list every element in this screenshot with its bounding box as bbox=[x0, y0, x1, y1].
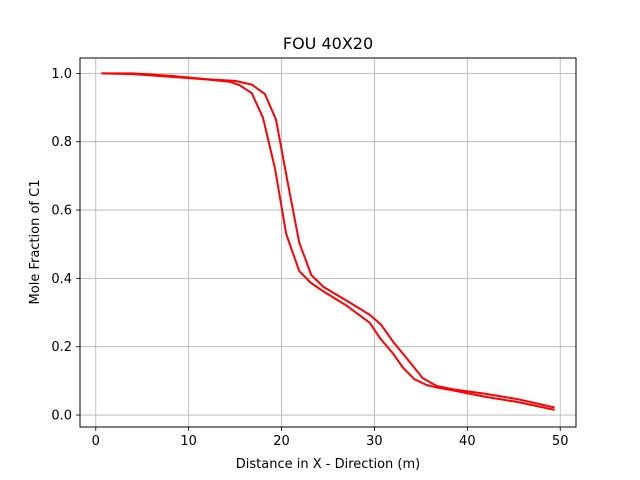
x-tick-label: 50 bbox=[552, 434, 569, 449]
ticks: 0 10 20 30 40 50 0.0 0.2 0.4 0.6 0.8 1.0 bbox=[51, 67, 568, 449]
y-tick-label: 0.8 bbox=[51, 135, 72, 150]
y-tick-label: 1.0 bbox=[51, 67, 72, 82]
x-tick-label: 40 bbox=[459, 434, 476, 449]
series-layer bbox=[101, 72, 555, 411]
y-tick-label: 0.0 bbox=[51, 409, 72, 424]
x-tick-label: 0 bbox=[92, 434, 100, 449]
series-line-1 bbox=[101, 72, 555, 409]
y-tick-label: 0.4 bbox=[51, 272, 72, 287]
y-tick-label: 0.2 bbox=[51, 340, 72, 355]
x-tick-label: 10 bbox=[180, 434, 197, 449]
plot-frame bbox=[79, 57, 577, 428]
y-tick-label: 0.6 bbox=[51, 204, 72, 219]
x-axis-label: Distance in X - Direction (m) bbox=[236, 457, 421, 472]
x-tick-label: 20 bbox=[273, 434, 290, 449]
x-tick-label: 30 bbox=[366, 434, 383, 449]
chart-title: FOU 40X20 bbox=[283, 34, 373, 53]
grid bbox=[80, 58, 576, 427]
series-line-2 bbox=[101, 72, 555, 411]
y-axis-label: Mole Fraction of C1 bbox=[28, 180, 43, 305]
